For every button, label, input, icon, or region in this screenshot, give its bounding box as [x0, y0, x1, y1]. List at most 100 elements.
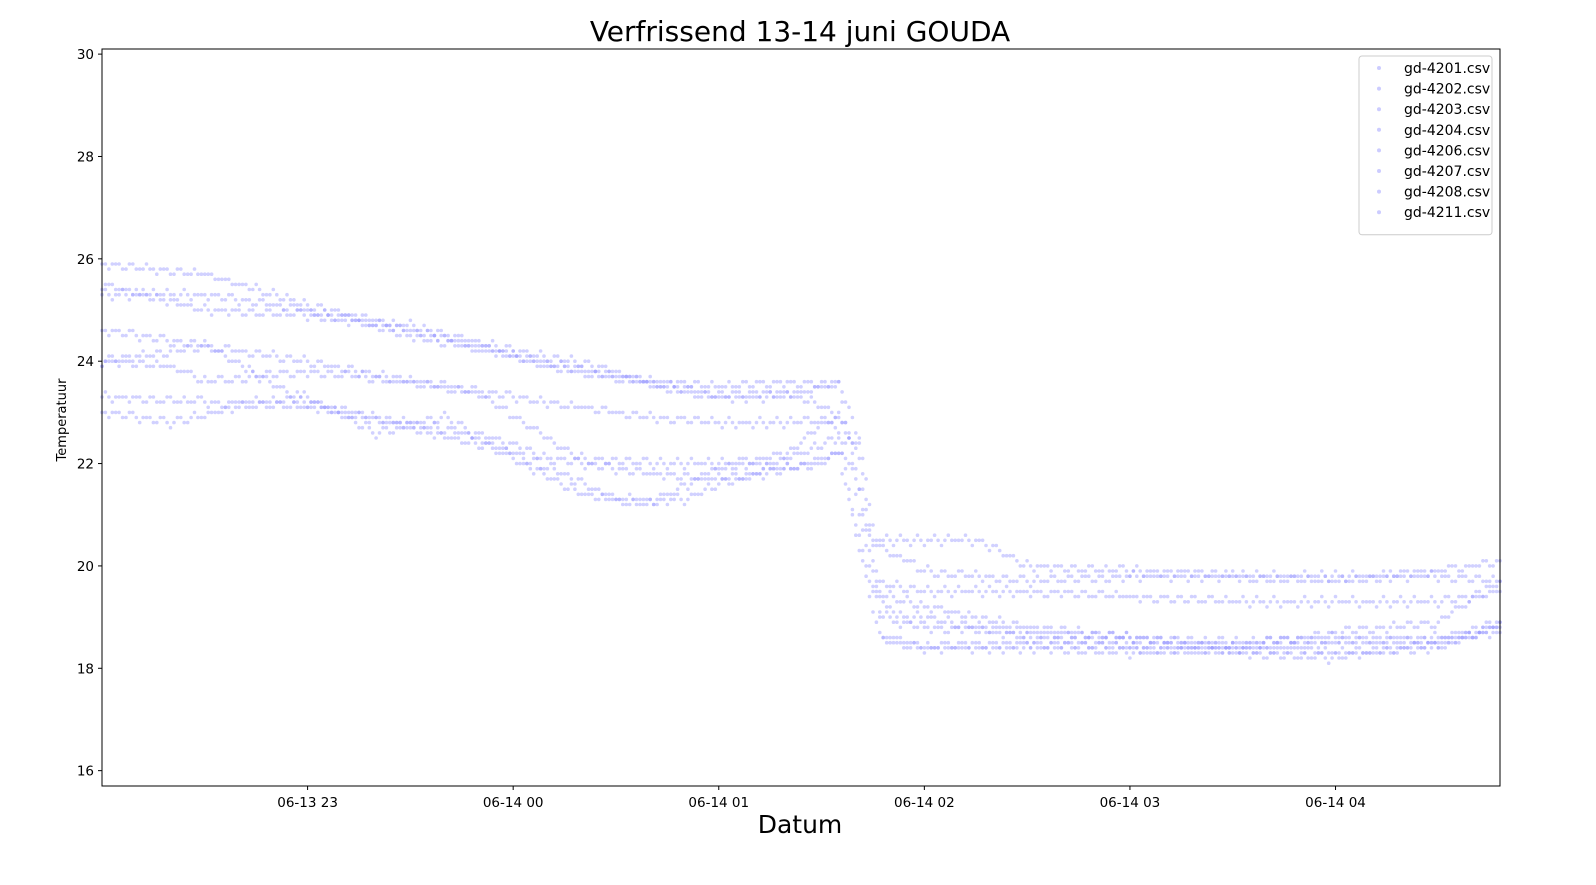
data-point [1470, 594, 1475, 599]
data-point [1059, 594, 1064, 599]
data-point [209, 349, 214, 353]
data-point [634, 379, 639, 384]
data-point [494, 446, 498, 451]
data-point [994, 646, 999, 650]
data-point [182, 420, 186, 425]
data-point [490, 441, 495, 445]
data-point [864, 564, 868, 568]
data-point [902, 559, 906, 563]
data-point [148, 364, 152, 369]
data-point [1416, 625, 1420, 630]
data-point [1237, 651, 1242, 655]
data-point [1039, 579, 1043, 584]
data-point [487, 436, 492, 440]
data-point [884, 548, 889, 553]
data-point [974, 569, 978, 573]
data-point [706, 472, 711, 476]
data-point [514, 354, 519, 358]
data-point [298, 308, 303, 312]
data-point [1368, 640, 1372, 645]
data-point [1241, 646, 1245, 650]
data-point [1015, 640, 1019, 645]
data-point [412, 425, 416, 430]
data-point [449, 436, 454, 440]
data-point [521, 395, 526, 399]
data-point [1487, 564, 1492, 568]
data-point [346, 323, 351, 328]
data-point [1275, 574, 1280, 578]
data-point [1285, 651, 1290, 655]
data-point [521, 451, 526, 456]
data-point [953, 574, 957, 578]
data-point [1477, 630, 1482, 635]
data-point [710, 487, 714, 492]
data-point [381, 328, 385, 333]
data-point [956, 538, 961, 543]
data-point [1470, 635, 1475, 640]
data-point [860, 512, 865, 517]
data-point [836, 410, 841, 415]
data-point [525, 354, 529, 358]
data-point [422, 425, 426, 430]
legend-marker [1377, 107, 1381, 112]
data-point [651, 502, 656, 507]
data-point [812, 456, 817, 461]
data-point [1241, 640, 1245, 645]
data-point [251, 400, 255, 404]
data-point [1045, 625, 1050, 630]
data-point [552, 364, 557, 369]
data-point [364, 415, 368, 420]
data-point [1152, 640, 1156, 645]
data-point [1179, 640, 1184, 645]
data-point [1227, 574, 1232, 578]
data-point [244, 282, 248, 287]
data-point [1117, 564, 1122, 568]
data-point [343, 313, 348, 317]
data-point [1357, 656, 1362, 660]
data-point [333, 405, 337, 410]
data-point [806, 466, 810, 471]
data-point [1326, 630, 1331, 635]
data-point [370, 323, 375, 328]
data-point [864, 477, 868, 481]
data-point [1374, 574, 1379, 578]
data-point [1320, 640, 1324, 645]
data-point [919, 589, 923, 594]
data-point [446, 436, 450, 440]
data-point [1453, 640, 1458, 645]
data-point [1268, 635, 1273, 640]
data-point [1234, 574, 1238, 578]
data-point [555, 400, 560, 404]
data-point [1316, 651, 1321, 655]
data-point [542, 436, 546, 440]
data-point [439, 415, 444, 420]
data-point [542, 472, 546, 476]
data-point [1018, 651, 1023, 655]
data-point [795, 466, 800, 471]
data-point [148, 395, 152, 399]
data-point [806, 379, 810, 384]
data-point [1224, 594, 1228, 599]
data-point [552, 477, 557, 481]
data-point [693, 379, 697, 384]
data-point [1395, 600, 1399, 604]
data-point [1059, 579, 1064, 584]
data-point [1059, 646, 1064, 650]
data-point [713, 487, 718, 492]
data-point [223, 308, 228, 312]
data-point [761, 390, 766, 394]
data-point [1004, 630, 1009, 635]
data-point [391, 379, 396, 384]
data-point [819, 461, 824, 466]
data-point [768, 420, 772, 425]
data-point [436, 338, 440, 343]
data-point [1278, 635, 1283, 640]
data-point [418, 379, 423, 384]
data-point [675, 487, 680, 492]
data-point [1429, 569, 1434, 573]
data-point [1039, 564, 1043, 568]
data-point [1080, 630, 1084, 635]
data-point [155, 292, 159, 297]
data-point [182, 287, 186, 292]
data-point [1344, 635, 1348, 640]
